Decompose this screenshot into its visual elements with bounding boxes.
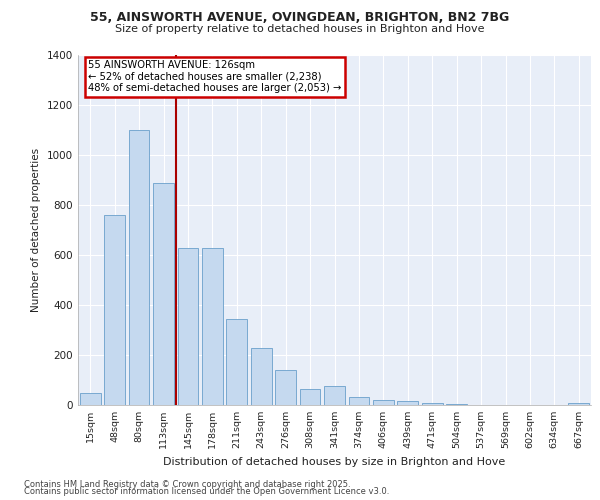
Text: 55, AINSWORTH AVENUE, OVINGDEAN, BRIGHTON, BN2 7BG: 55, AINSWORTH AVENUE, OVINGDEAN, BRIGHTO…: [91, 11, 509, 24]
Bar: [397, 401, 418, 405]
Y-axis label: Number of detached properties: Number of detached properties: [31, 148, 41, 312]
Bar: [226, 319, 247, 405]
Bar: [153, 182, 174, 405]
Bar: [202, 248, 223, 405]
Bar: [324, 386, 345, 405]
Bar: [299, 389, 320, 405]
Bar: [544, 404, 565, 405]
Bar: [373, 400, 394, 405]
Bar: [568, 402, 589, 405]
X-axis label: Distribution of detached houses by size in Brighton and Hove: Distribution of detached houses by size …: [163, 456, 506, 466]
Bar: [128, 130, 149, 405]
Bar: [104, 215, 125, 405]
Text: Size of property relative to detached houses in Brighton and Hove: Size of property relative to detached ho…: [115, 24, 485, 34]
Bar: [80, 393, 101, 405]
Bar: [422, 402, 443, 405]
Bar: [495, 404, 516, 405]
Text: Contains HM Land Registry data © Crown copyright and database right 2025.: Contains HM Land Registry data © Crown c…: [24, 480, 350, 489]
Bar: [178, 248, 199, 405]
Bar: [275, 370, 296, 405]
Text: Contains public sector information licensed under the Open Government Licence v3: Contains public sector information licen…: [24, 487, 389, 496]
Text: 55 AINSWORTH AVENUE: 126sqm
← 52% of detached houses are smaller (2,238)
48% of : 55 AINSWORTH AVENUE: 126sqm ← 52% of det…: [88, 60, 341, 94]
Bar: [251, 348, 272, 405]
Bar: [349, 397, 370, 405]
Bar: [446, 404, 467, 405]
Bar: [470, 404, 491, 405]
